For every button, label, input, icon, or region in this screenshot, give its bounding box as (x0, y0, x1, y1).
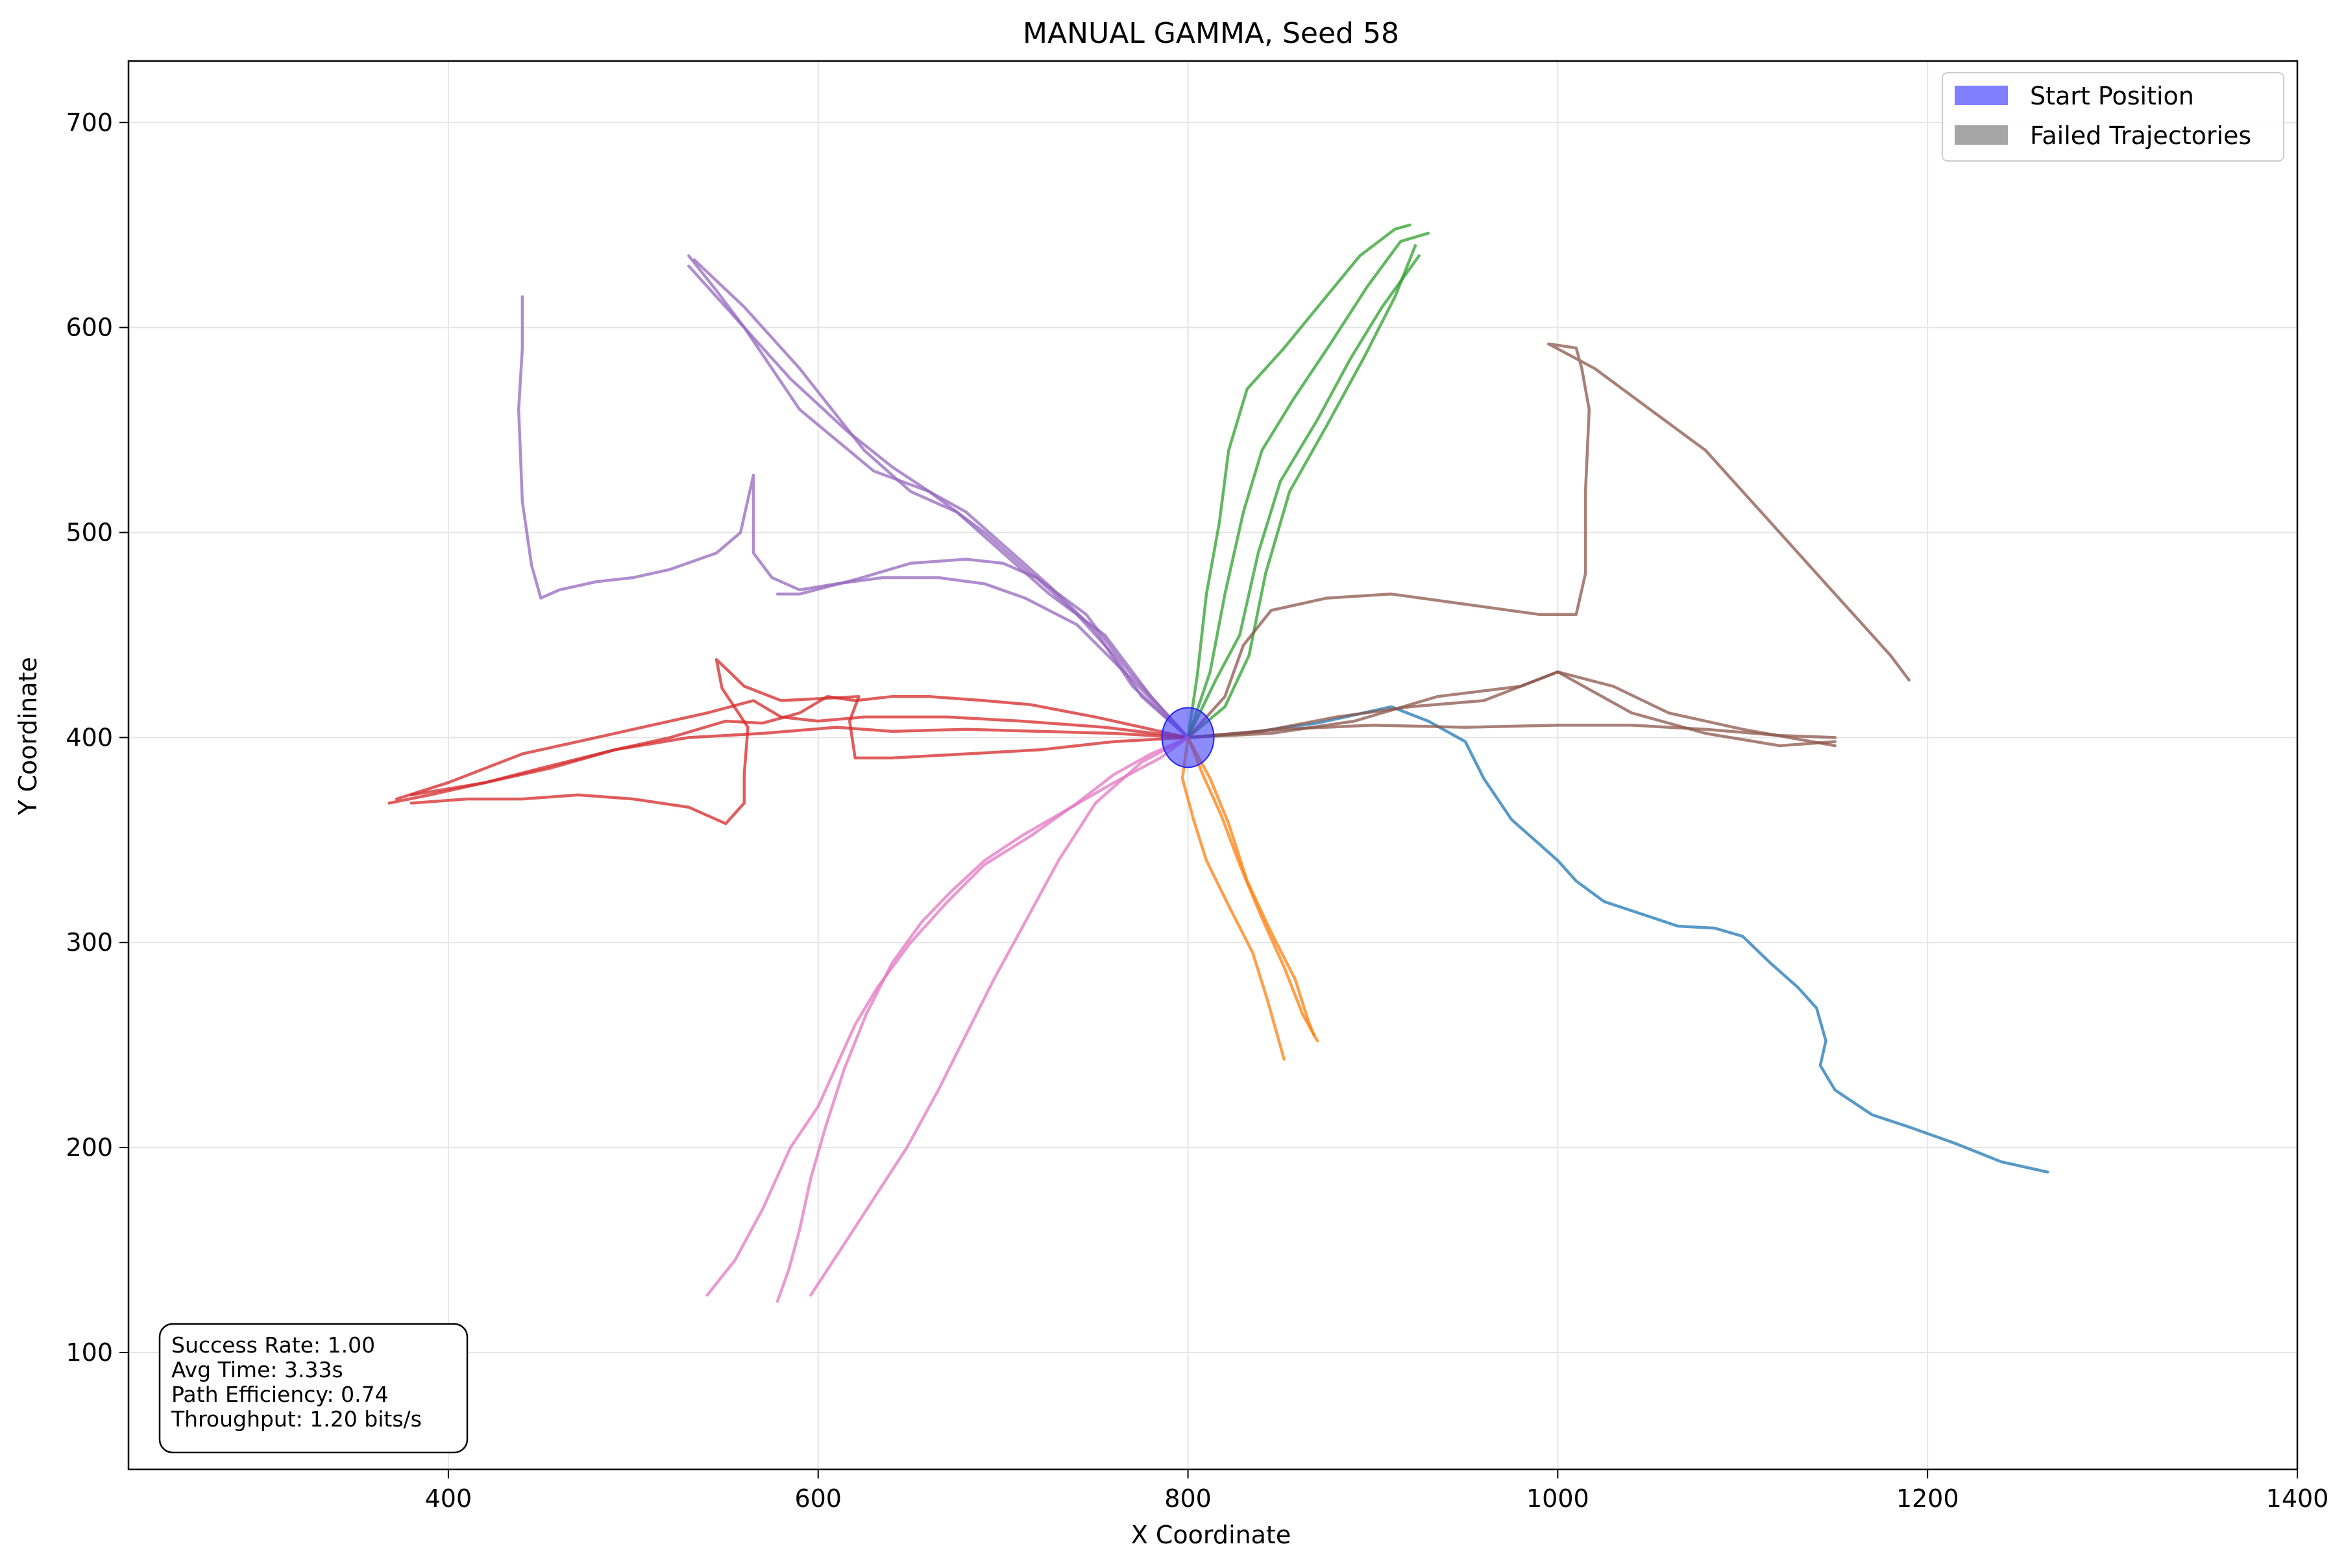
x-tick-label: 600 (794, 1484, 842, 1513)
trajectory-line (1186, 670, 1837, 748)
trajectory-line (395, 699, 1190, 801)
trajectory-line (1186, 705, 2049, 1174)
y-tick-label: 500 (66, 518, 113, 546)
stats-success-rate: Success Rate: 1.00 (171, 1332, 375, 1358)
trajectory-line (1180, 736, 1286, 1061)
trajectory-line (776, 736, 1190, 1303)
trajectories (387, 223, 2049, 1303)
trajectory-line (517, 295, 1190, 739)
trajectory-line (687, 264, 1190, 739)
trajectory-line (776, 557, 1190, 739)
x-axis-label: X Coordinate (1131, 1521, 1291, 1549)
x-tick-label: 400 (425, 1484, 472, 1513)
y-axis-ticks: 100 200 300 400 500 600 700 (66, 108, 128, 1367)
trajectory-line (809, 736, 1190, 1297)
y-tick-label: 200 (66, 1133, 113, 1162)
trajectory-line (1186, 670, 1837, 748)
trajectory-line (1186, 736, 1315, 1036)
stats-box: Success Rate: 1.00 Avg Time: 3.33s Path … (158, 1323, 469, 1454)
chart-title: MANUAL GAMMA, Seed 58 (1023, 17, 1399, 50)
y-tick-label: 100 (66, 1338, 113, 1367)
x-tick-label: 1200 (1896, 1484, 1959, 1513)
y-tick-label: 600 (66, 313, 113, 342)
x-tick-label: 1000 (1526, 1484, 1589, 1513)
trajectory-line (409, 658, 1190, 826)
stats-throughput: Throughput: 1.20 bits/s (171, 1406, 422, 1432)
trajectory-line (1186, 254, 1421, 739)
y-tick-label: 700 (66, 108, 113, 137)
stats-frame (158, 1323, 469, 1454)
trajectory-line (1186, 232, 1430, 739)
legend-label-failed: Failed Trajectories (2030, 121, 2251, 150)
trajectory-line (1186, 223, 1411, 739)
trajectory-line (1186, 736, 1319, 1043)
legend-swatch-failed (1955, 125, 2008, 145)
gridlines (128, 61, 2298, 1469)
legend-swatch-start (1955, 86, 2008, 105)
start-position-marker (1161, 707, 1215, 768)
y-axis-label: Y Coordinate (14, 657, 42, 816)
stats-path-efficiency: Path Efficiency: 0.74 (171, 1382, 389, 1407)
trajectory-line (692, 258, 1190, 739)
start-position (1161, 707, 1215, 768)
y-tick-label: 300 (66, 928, 113, 957)
stats-avg-time: Avg Time: 3.33s (171, 1357, 343, 1382)
x-tick-label: 800 (1164, 1484, 1212, 1513)
trajectory-line (1186, 342, 1911, 739)
x-axis-ticks: 400 600 800 1000 1200 1400 (425, 1469, 2329, 1513)
plot-frame (127, 60, 2299, 1471)
trajectory-line (705, 736, 1190, 1297)
trajectory-line (409, 694, 1190, 797)
x-tick-label: 1400 (2266, 1484, 2329, 1513)
y-tick-label: 400 (66, 723, 113, 752)
trajectory-line (1186, 244, 1417, 739)
legend: Start Position Failed Trajectories (1942, 72, 2284, 162)
legend-frame (1942, 72, 2284, 162)
legend-label-start: Start Position (2030, 82, 2194, 110)
trajectory-line (387, 726, 1190, 805)
trajectory-line (687, 254, 1190, 739)
